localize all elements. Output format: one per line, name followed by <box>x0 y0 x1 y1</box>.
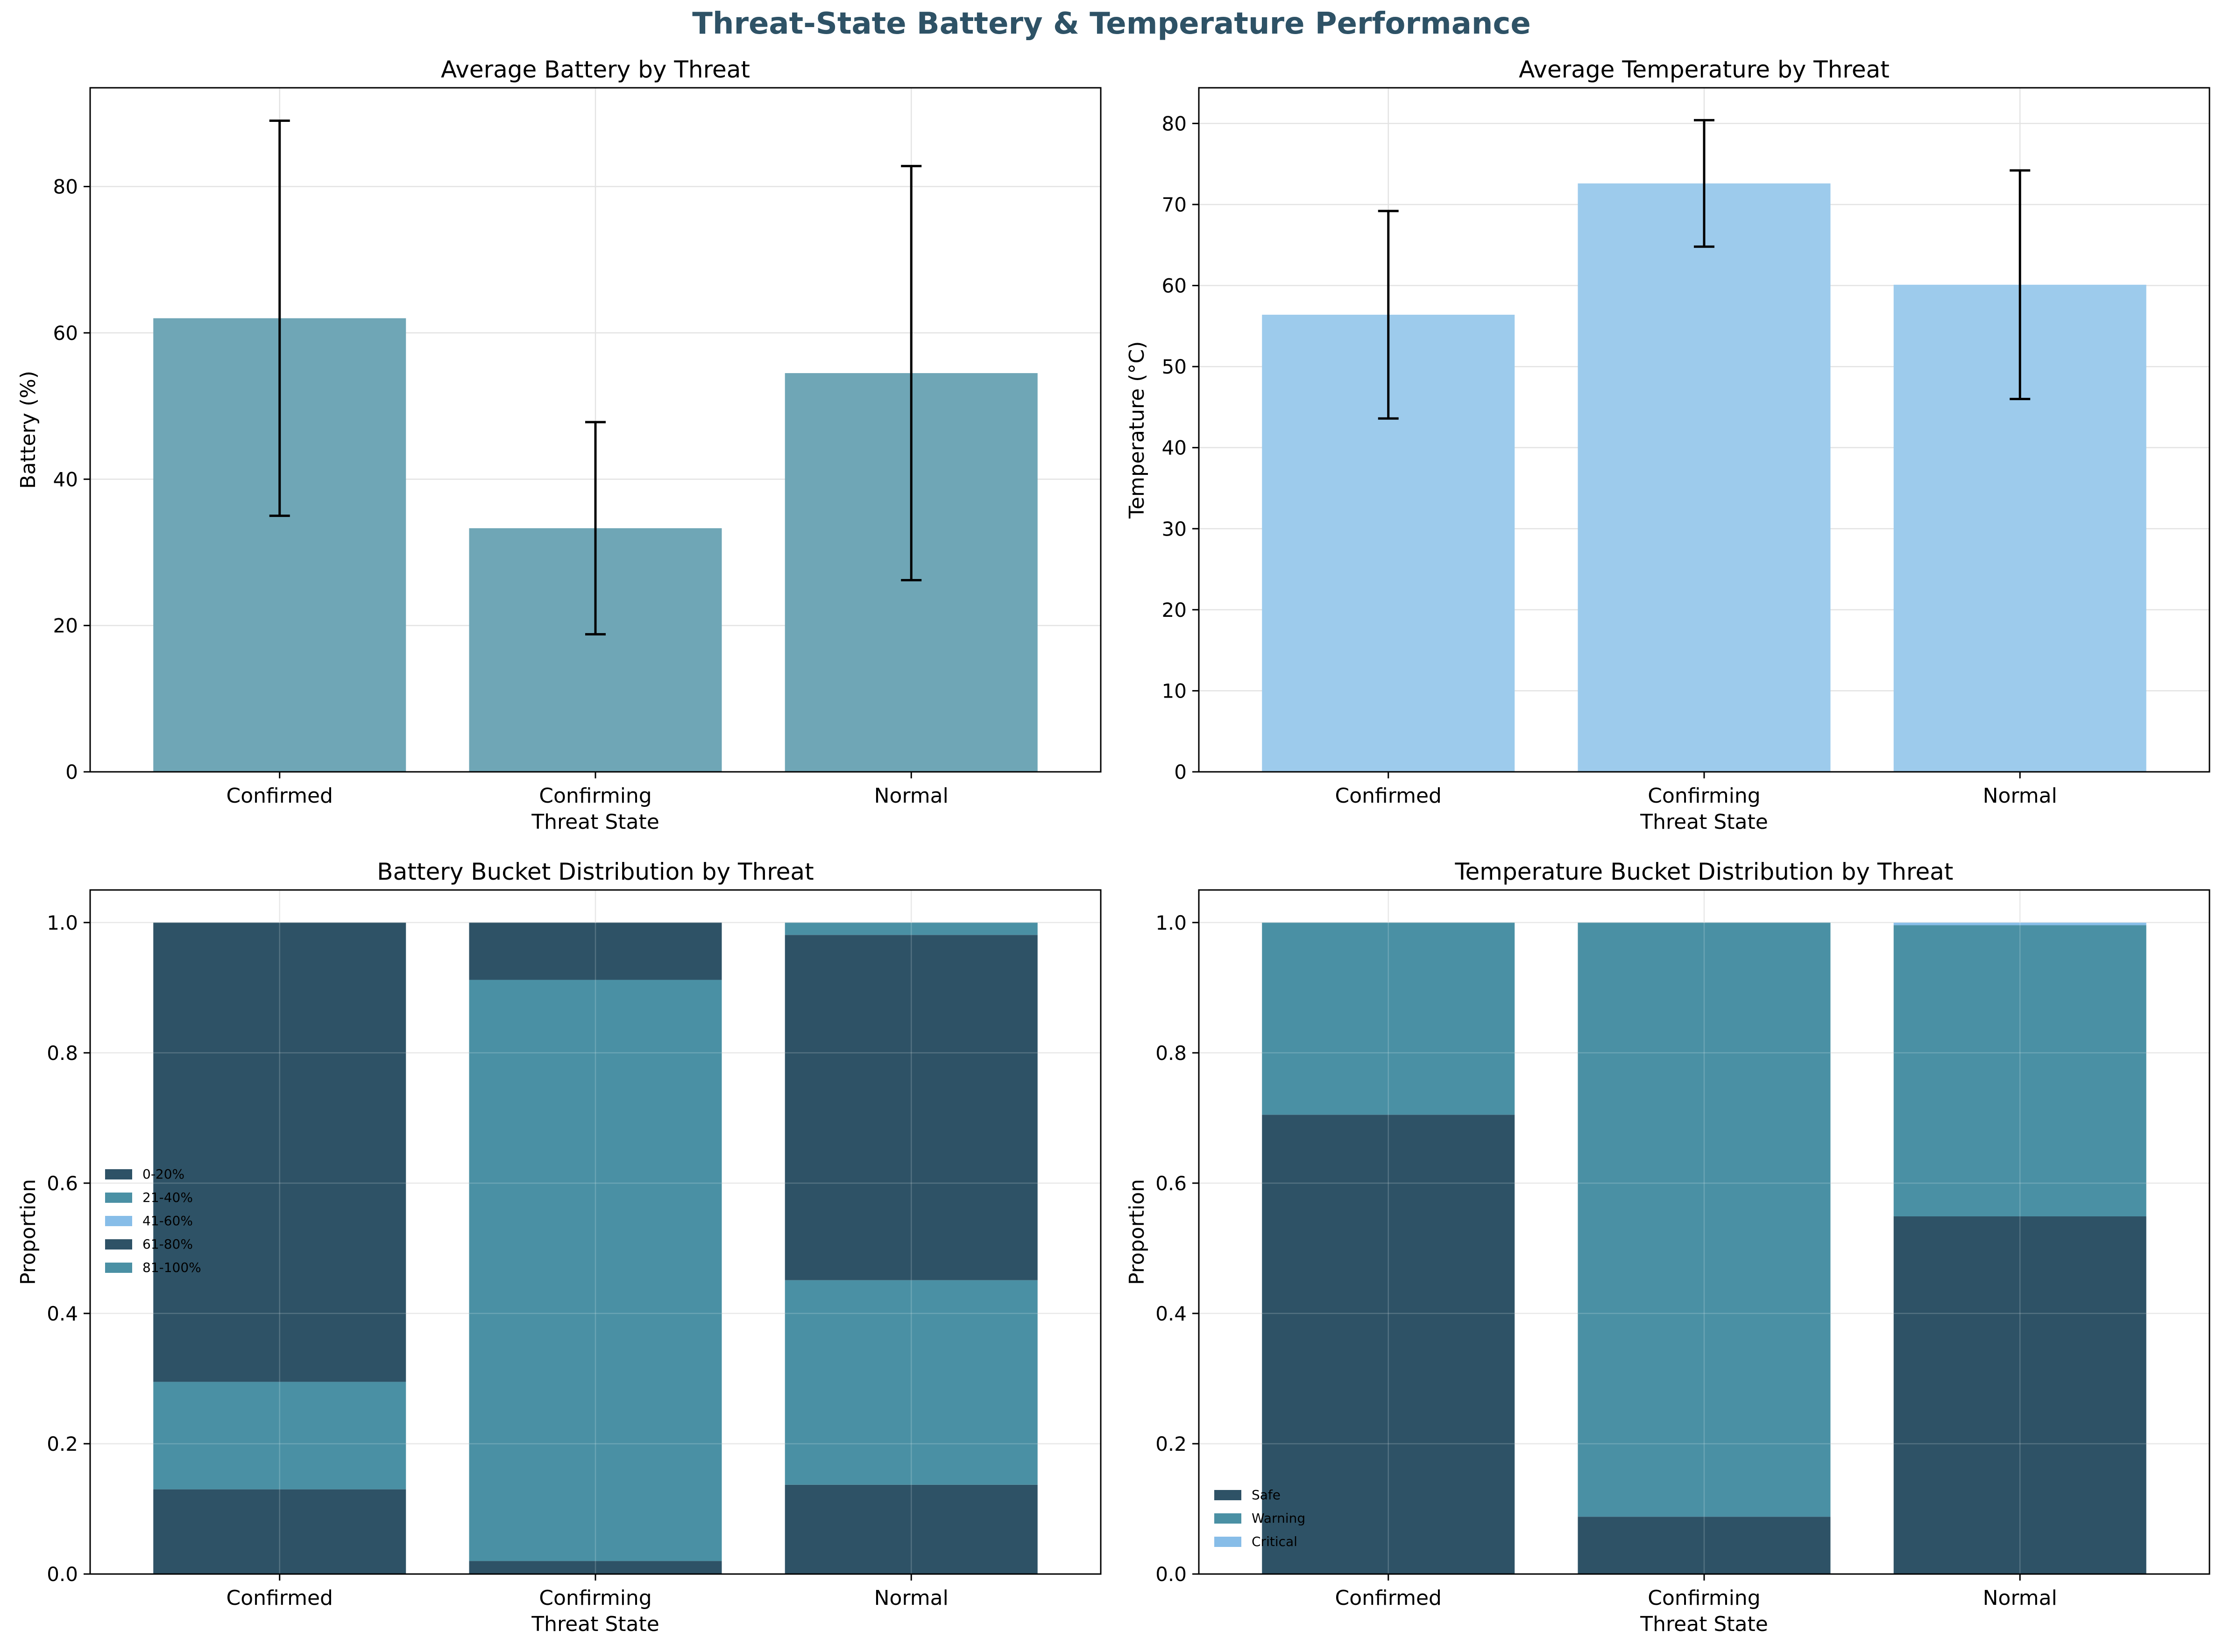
y-tick-label: 30 <box>1162 517 1187 540</box>
x-axis-label: Threat State <box>1640 1612 1768 1636</box>
y-tick-label: 20 <box>53 614 78 637</box>
y-tick-label: 0.2 <box>47 1433 78 1455</box>
x-tick-label: Normal <box>1983 1586 2057 1610</box>
y-tick-label: 0.4 <box>1155 1302 1187 1325</box>
legend-swatch <box>105 1263 132 1273</box>
x-tick-label: Confirming <box>539 784 651 808</box>
y-tick-label: 70 <box>1162 193 1187 216</box>
x-tick-label: Normal <box>1983 784 2057 808</box>
x-tick-label: Confirmed <box>1335 784 1442 808</box>
y-tick-label: 0.8 <box>1155 1042 1187 1065</box>
legend-swatch <box>1214 1513 1241 1524</box>
chart-panel-2: Average Temperature by Threat 0 10 20 30 40 50… <box>1125 56 2210 834</box>
legend-label: Critical <box>1252 1534 1297 1549</box>
y-tick-label: 20 <box>1162 599 1187 621</box>
legend-swatch <box>105 1169 132 1179</box>
legend-label: 0-20% <box>142 1166 184 1182</box>
x-axis-label: Threat State <box>531 810 659 834</box>
stack-segment-warning <box>1262 922 1515 1115</box>
legend-label: Safe <box>1252 1487 1281 1503</box>
chart-panel-4: Temperature Bucket Distribution by Threa… <box>1125 858 2210 1636</box>
stack-segment-21-40- <box>153 1382 406 1490</box>
stack-segment-0-20- <box>469 1561 722 1574</box>
x-axis-label: Threat State <box>1640 810 1768 834</box>
chart-title: Average Temperature by Threat <box>1519 56 1890 83</box>
y-tick-label: 60 <box>1162 275 1187 297</box>
stack-segment-81-100- <box>785 922 1038 935</box>
chart-panel-1: Average Battery by Threat 0 20 40 60 80 Confir… <box>16 56 1102 834</box>
x-tick-label: Normal <box>874 1586 949 1610</box>
x-tick-label: Confirmed <box>1335 1586 1442 1610</box>
y-tick-label: 60 <box>53 322 78 345</box>
chart-title: Battery Bucket Distribution by Threat <box>377 858 814 885</box>
y-tick-label: 0.6 <box>47 1172 78 1195</box>
legend-swatch <box>1214 1490 1241 1500</box>
stack-segment-0-20- <box>785 1484 1038 1574</box>
y-axis-label: Proportion <box>16 1179 40 1285</box>
legend-label: Warning <box>1252 1511 1305 1526</box>
legend: Safe Warning Critical <box>1214 1487 1305 1549</box>
stack-segment-0-20- <box>153 1489 406 1574</box>
y-tick-label: 0.0 <box>47 1563 78 1586</box>
legend-label: 61-80% <box>142 1236 193 1252</box>
y-tick-label: 40 <box>53 468 78 491</box>
stack-segment-safe <box>1893 1216 2146 1574</box>
y-tick-label: 40 <box>1162 437 1187 459</box>
stack-segment-safe <box>1578 1517 1831 1574</box>
y-tick-label: 1.0 <box>1155 911 1187 934</box>
chart-title: Average Battery by Threat <box>441 56 750 83</box>
y-tick-label: 0.0 <box>1155 1563 1187 1586</box>
y-tick-label: 80 <box>1162 112 1187 135</box>
y-tick-label: 0 <box>1174 761 1187 784</box>
stack-segment-safe <box>1262 1115 1515 1574</box>
chart-title: Temperature Bucket Distribution by Threa… <box>1454 858 1953 885</box>
y-axis-label: Battery (%) <box>16 371 40 489</box>
stack-segment-21-40- <box>785 1280 1038 1485</box>
legend: 0-20% 21-40% 41-60% 61-80% 81-100% <box>105 1166 201 1275</box>
y-tick-label: 0 <box>65 761 78 784</box>
y-tick-label: 0.6 <box>1155 1172 1187 1195</box>
stack-segment-21-40- <box>469 980 722 1561</box>
stack-segment-61-80- <box>785 935 1038 1280</box>
legend-swatch <box>105 1193 132 1203</box>
y-tick-label: 1.0 <box>47 911 78 934</box>
x-tick-label: Confirming <box>1648 784 1760 808</box>
bar-confirming <box>1578 183 1831 772</box>
stack-segment-critical <box>1893 922 2146 925</box>
stack-segment-warning <box>1578 922 1831 1517</box>
y-tick-label: 10 <box>1162 679 1187 702</box>
stack-segment-61-80- <box>153 922 406 1382</box>
y-tick-label: 0.8 <box>47 1042 78 1065</box>
stack-segment-warning <box>1893 925 2146 1217</box>
y-tick-label: 0.4 <box>47 1302 78 1325</box>
figure-title: Threat-State Battery & Temperature Perfo… <box>692 7 1531 41</box>
y-tick-label: 0.2 <box>1155 1433 1187 1455</box>
x-tick-label: Confirming <box>1648 1586 1760 1610</box>
chart-panel-3: Battery Bucket Distribution by Threat 0-2… <box>16 858 1102 1636</box>
y-axis-label: Temperature (°C) <box>1125 341 1149 519</box>
x-tick-label: Confirmed <box>227 1586 333 1610</box>
legend-label: 21-40% <box>142 1190 193 1205</box>
y-tick-label: 80 <box>53 176 78 198</box>
x-tick-label: Confirmed <box>227 784 333 808</box>
legend-label: 41-60% <box>142 1213 193 1228</box>
stack-segment-61-80- <box>469 922 722 980</box>
legend-swatch <box>1214 1537 1241 1547</box>
y-tick-label: 50 <box>1162 355 1187 378</box>
legend-label: 81-100% <box>142 1260 201 1275</box>
x-axis-label: Threat State <box>531 1612 659 1636</box>
x-tick-label: Normal <box>874 784 949 808</box>
x-tick-label: Confirming <box>539 1586 651 1610</box>
legend-swatch <box>105 1239 132 1250</box>
legend-swatch <box>105 1216 132 1226</box>
y-axis-label: Proportion <box>1125 1179 1149 1285</box>
